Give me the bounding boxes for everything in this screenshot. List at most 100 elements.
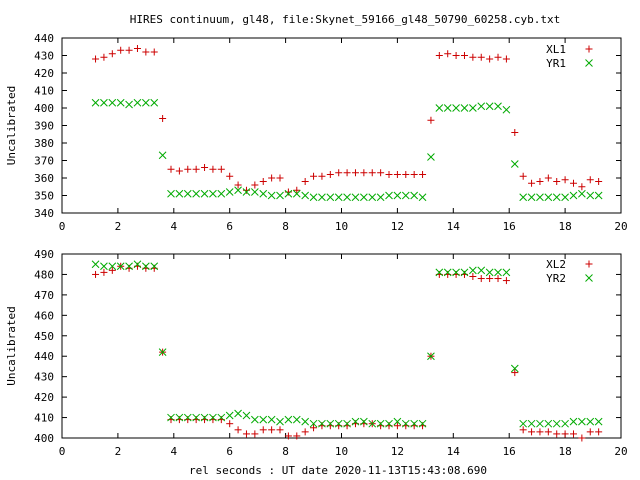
plot-frame xyxy=(61,253,622,439)
data-point xyxy=(527,419,536,428)
data-point xyxy=(167,189,175,198)
data-point xyxy=(469,266,477,275)
data-point xyxy=(318,193,326,202)
data-point xyxy=(293,432,301,440)
data-point xyxy=(100,53,108,61)
data-point xyxy=(469,272,477,280)
data-point xyxy=(351,169,359,177)
data-point xyxy=(100,262,108,271)
plot-panel-1: 0 2 4 6 8 10 12 14 16 18 20 340 350 360 370 380 390 400 41… xyxy=(5,32,628,233)
data-point xyxy=(116,98,125,107)
x-tick-label: 18 xyxy=(558,445,571,458)
data-point xyxy=(91,260,100,269)
data-point xyxy=(192,189,201,198)
data-point xyxy=(376,419,385,428)
data-point xyxy=(167,413,175,422)
y-tick-label: 420 xyxy=(34,67,54,80)
data-point xyxy=(234,409,242,418)
y-tick-label: 440 xyxy=(34,32,54,45)
data-point xyxy=(351,193,360,202)
data-point xyxy=(419,171,427,178)
data-point xyxy=(360,169,368,177)
data-point xyxy=(561,176,569,184)
data-point xyxy=(225,411,234,420)
data-point xyxy=(133,260,142,269)
x-tick-label: 18 xyxy=(558,220,571,233)
data-point xyxy=(209,413,217,422)
data-point xyxy=(485,268,494,277)
data-point xyxy=(536,419,544,428)
data-point xyxy=(469,53,477,61)
data-point xyxy=(334,419,343,428)
x-tick-label: 4 xyxy=(170,445,177,458)
data-point xyxy=(502,105,511,114)
data-point xyxy=(200,189,209,198)
data-point xyxy=(201,164,209,171)
data-point xyxy=(569,191,578,200)
data-point xyxy=(234,426,242,434)
data-point xyxy=(234,181,242,189)
data-point xyxy=(586,191,595,200)
data-point xyxy=(150,98,159,107)
series-xl1 xyxy=(92,45,603,196)
data-point xyxy=(427,116,435,124)
x-tick-label: 2 xyxy=(115,445,122,458)
data-point xyxy=(192,165,200,173)
x-tick-label: 0 xyxy=(59,445,66,458)
data-point xyxy=(435,268,444,277)
data-point xyxy=(268,426,276,434)
data-point xyxy=(536,178,544,185)
data-point xyxy=(267,415,276,424)
data-point xyxy=(427,153,435,161)
data-point xyxy=(544,428,552,436)
data-point xyxy=(510,364,519,373)
data-point xyxy=(326,419,335,428)
y-tick-label: 440 xyxy=(34,350,54,363)
data-point xyxy=(217,189,226,198)
data-point xyxy=(292,189,301,198)
series-yr1 xyxy=(91,98,603,202)
data-point xyxy=(326,171,334,178)
x-tick-label: 14 xyxy=(447,220,461,233)
data-point xyxy=(519,426,527,434)
data-point xyxy=(142,48,150,56)
data-point xyxy=(586,176,594,184)
data-point xyxy=(108,266,116,274)
data-point xyxy=(368,169,376,177)
data-point xyxy=(486,275,494,283)
legend-label: YR2 xyxy=(546,272,566,285)
data-point xyxy=(452,268,460,277)
data-point xyxy=(578,434,586,442)
data-point xyxy=(318,419,326,428)
data-point xyxy=(301,428,309,436)
plot-panel-2: 0 2 4 6 8 10 12 14 16 18 20 400 410 420 430 440 450 460 47… xyxy=(5,248,628,458)
data-point xyxy=(175,167,183,175)
y-tick-label: 340 xyxy=(34,207,54,220)
series-yr2 xyxy=(91,260,603,428)
y-tick-label: 430 xyxy=(34,50,54,63)
y-tick-label: 400 xyxy=(34,102,54,115)
y-tick-label: 380 xyxy=(34,137,54,150)
data-point xyxy=(544,174,552,182)
data-point xyxy=(477,102,486,111)
y-tick-label: 400 xyxy=(34,432,54,445)
data-point xyxy=(519,193,528,202)
data-point xyxy=(528,179,536,187)
data-point xyxy=(133,45,141,52)
data-point xyxy=(100,98,108,107)
data-point xyxy=(133,98,142,107)
data-point xyxy=(259,415,268,424)
data-point xyxy=(510,160,519,168)
x-tick-label: 0 xyxy=(59,220,66,233)
data-point xyxy=(92,270,100,278)
data-point xyxy=(92,55,100,63)
data-point xyxy=(410,171,418,178)
data-point xyxy=(435,104,444,112)
data-point xyxy=(486,55,494,63)
data-point xyxy=(351,417,360,426)
data-point xyxy=(284,415,293,424)
data-point xyxy=(368,193,377,202)
data-point xyxy=(276,174,284,182)
data-point xyxy=(225,188,234,196)
